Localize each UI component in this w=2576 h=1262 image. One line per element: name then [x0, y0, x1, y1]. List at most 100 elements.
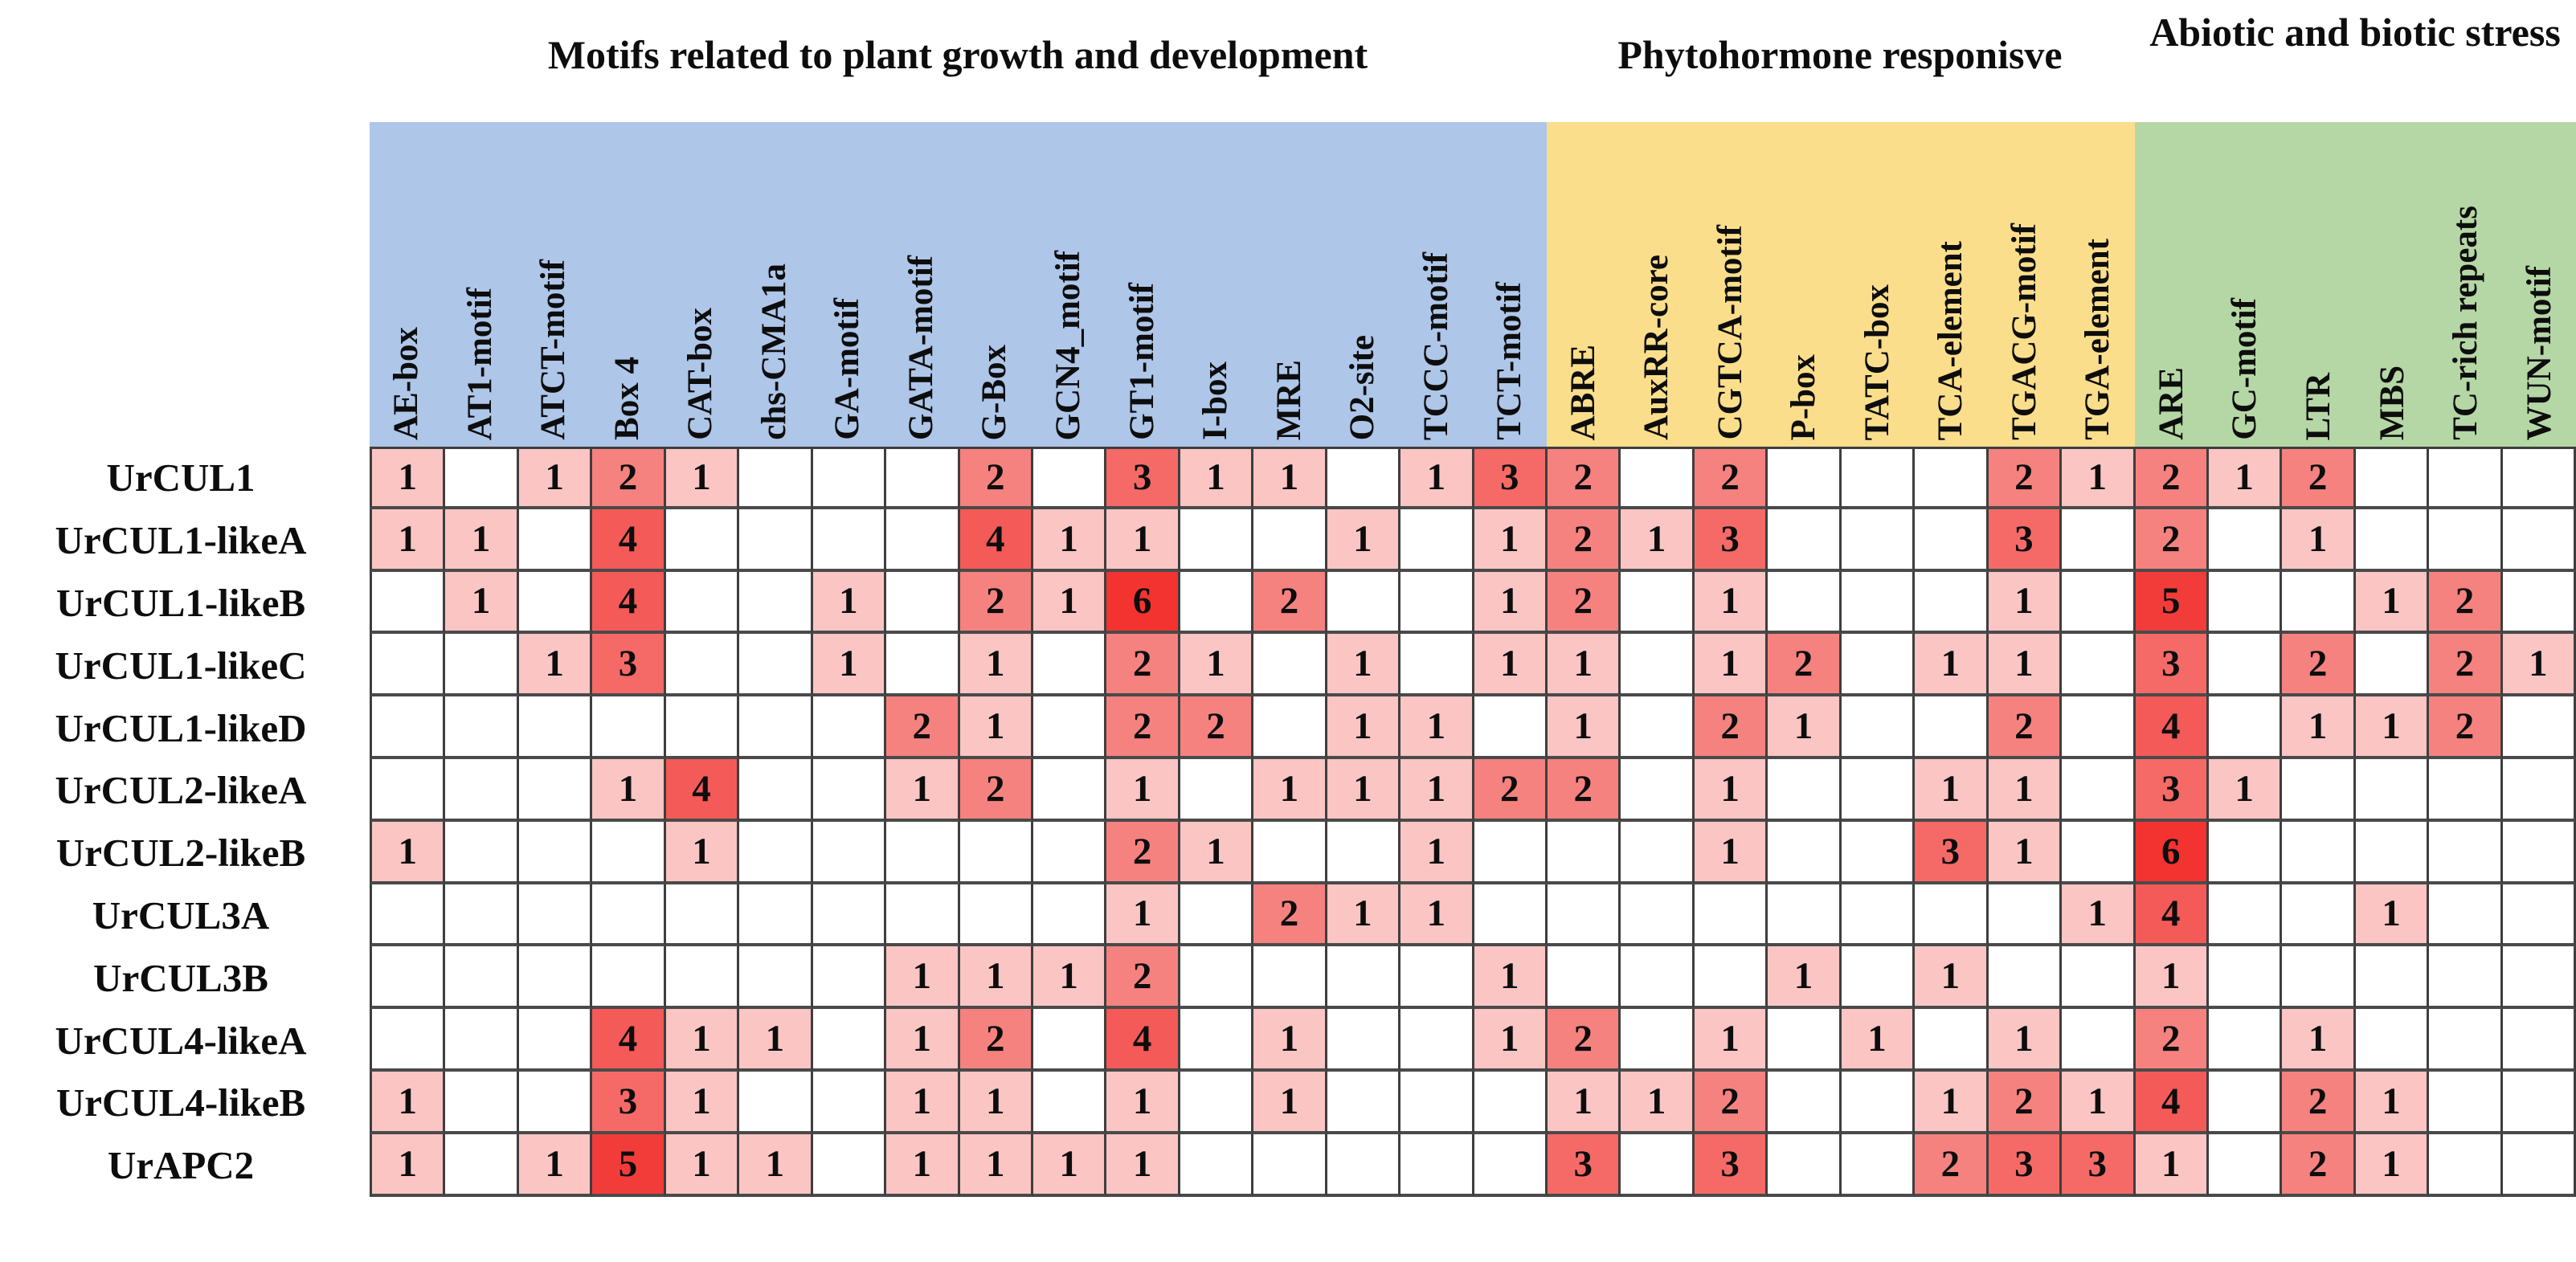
column-header-p-box: P-box: [1767, 122, 1841, 447]
heatmap-cell: 1: [1621, 1071, 1695, 1134]
heatmap-cell: 2: [1106, 696, 1180, 759]
heatmap-cell: [518, 884, 593, 947]
column-header-o2-site: O2-site: [1325, 122, 1400, 447]
heatmap-cell: 4: [665, 758, 740, 822]
heatmap-cell: 2: [2429, 696, 2503, 759]
row-label-urcul4-likea: UrCUL4-likeA: [55, 1018, 307, 1063]
heatmap-cell: [518, 696, 593, 759]
heatmap-cell: 1: [1032, 1133, 1107, 1197]
heatmap-cell: [1841, 508, 1916, 572]
heatmap-cell: 1: [1180, 447, 1254, 509]
heatmap-cell: [2208, 634, 2283, 697]
heatmap-cell: 1: [1988, 758, 2063, 822]
heatmap-cell: [1180, 884, 1254, 947]
column-header-at1-motif: AT1-motif: [443, 122, 517, 447]
heatmap-cell: 2: [1106, 946, 1180, 1010]
heatmap-cell: [739, 571, 813, 635]
heatmap-cell: 4: [959, 508, 1033, 572]
heatmap-cell: 1: [1694, 758, 1768, 822]
heatmap-cell: 1: [1988, 821, 2063, 884]
heatmap-cell: 1: [1988, 634, 2063, 697]
column-header-label: TCCC-motif: [1417, 251, 1455, 440]
heatmap-cell: 2: [2282, 634, 2356, 697]
heatmap-cell: 1: [959, 1071, 1033, 1134]
heatmap-cell: [1548, 884, 1621, 947]
heatmap-cell: [2208, 508, 2283, 572]
heatmap-cell: 1: [1032, 571, 1107, 635]
heatmap-cell: 1: [1180, 821, 1254, 884]
heatmap-cell: 1: [1988, 571, 2063, 635]
heatmap-cell: [2429, 1133, 2503, 1197]
heatmap-cell: [592, 946, 666, 1010]
heatmap-cell: [1841, 696, 1916, 759]
heatmap-cell: 1: [1106, 758, 1180, 822]
heatmap-cell: [1032, 1009, 1107, 1072]
heatmap-cell: 1: [1180, 634, 1254, 697]
heatmap-cell: [2355, 946, 2430, 1010]
heatmap-cell: [592, 884, 666, 947]
heatmap-cell: 1: [518, 634, 593, 697]
heatmap-cell: [1474, 821, 1548, 884]
heatmap-cell: 1: [1253, 1071, 1327, 1134]
heatmap-cell: [812, 1133, 887, 1197]
column-header-gt1-motif: GT1-motif: [1105, 122, 1179, 447]
heatmap-cell: 1: [1400, 696, 1474, 759]
column-header-tgacg-motif: TGACG-motif: [1987, 122, 2062, 447]
heatmap-cell: 1: [959, 696, 1033, 759]
heatmap-cell: [1180, 1071, 1254, 1134]
heatmap-cell: [2502, 946, 2576, 1010]
heatmap-cell: [1915, 447, 1989, 509]
heatmap-cell: 1: [1253, 1009, 1327, 1072]
heatmap-cell: 2: [2282, 447, 2356, 509]
heatmap-cell: 4: [2135, 696, 2209, 759]
heatmap-cell: 1: [665, 447, 740, 509]
heatmap-cell: [1032, 821, 1107, 884]
heatmap-cell: [739, 821, 813, 884]
column-header-label: Box 4: [607, 357, 646, 440]
heatmap-cell: [2062, 696, 2136, 759]
heatmap-cell: 1: [959, 946, 1033, 1010]
heatmap-cell: 3: [1988, 508, 2063, 572]
heatmap-cell: [2502, 1071, 2576, 1134]
heatmap-cell: 1: [1474, 1009, 1548, 1072]
heatmap-cell: 1: [665, 1133, 740, 1197]
heatmap-cell: [1548, 821, 1621, 884]
heatmap-cell: 1: [2062, 1071, 2136, 1134]
heatmap-cell: 1: [1400, 884, 1474, 947]
heatmap-cell: 3: [2062, 1133, 2136, 1197]
heatmap-cell: [1915, 696, 1989, 759]
heatmap-cell: [2355, 447, 2430, 509]
column-header-i-box: I-box: [1178, 122, 1253, 447]
heatmap-cell: 3: [1694, 508, 1768, 572]
heatmap-cell: 3: [2135, 758, 2209, 822]
heatmap-cell: [1915, 571, 1989, 635]
heatmap-cell: [2355, 1009, 2430, 1072]
heatmap-cell: [1327, 1009, 1401, 1072]
heatmap-cell: [886, 884, 960, 947]
heatmap-cell: [2208, 946, 2283, 1010]
heatmap-cell: [2062, 1009, 2136, 1072]
heatmap-cell: [518, 821, 593, 884]
heatmap-cell: [1768, 758, 1842, 822]
heatmap-cell: 1: [2135, 946, 2209, 1010]
column-header-label: ARE: [2152, 367, 2190, 440]
column-header-wun-motif: WUN-motif: [2502, 122, 2576, 447]
heatmap-cell: [445, 821, 519, 884]
heatmap-cell: [2062, 508, 2136, 572]
column-header-label: CGTCA-motif: [1711, 225, 1749, 440]
heatmap-cell: 1: [370, 1133, 446, 1197]
column-header-are: ARE: [2134, 122, 2209, 447]
heatmap-cell: 1: [1548, 1071, 1621, 1134]
heatmap-cell: [886, 571, 960, 635]
heatmap-cell: [1548, 946, 1621, 1010]
column-header-gc-motif: GC-motif: [2208, 122, 2282, 447]
column-header-label: WUN-motif: [2520, 265, 2558, 440]
column-header-ltr: LTR: [2281, 122, 2356, 447]
heatmap-cell: [1915, 1009, 1989, 1072]
heatmap-cell: 1: [886, 1071, 960, 1134]
heatmap-cell: [1768, 571, 1842, 635]
heatmap-cell: 2: [1768, 634, 1842, 697]
heatmap-cell: [1180, 508, 1254, 572]
heatmap-cell: 4: [2135, 884, 2209, 947]
heatmap-cell: 1: [2355, 884, 2430, 947]
